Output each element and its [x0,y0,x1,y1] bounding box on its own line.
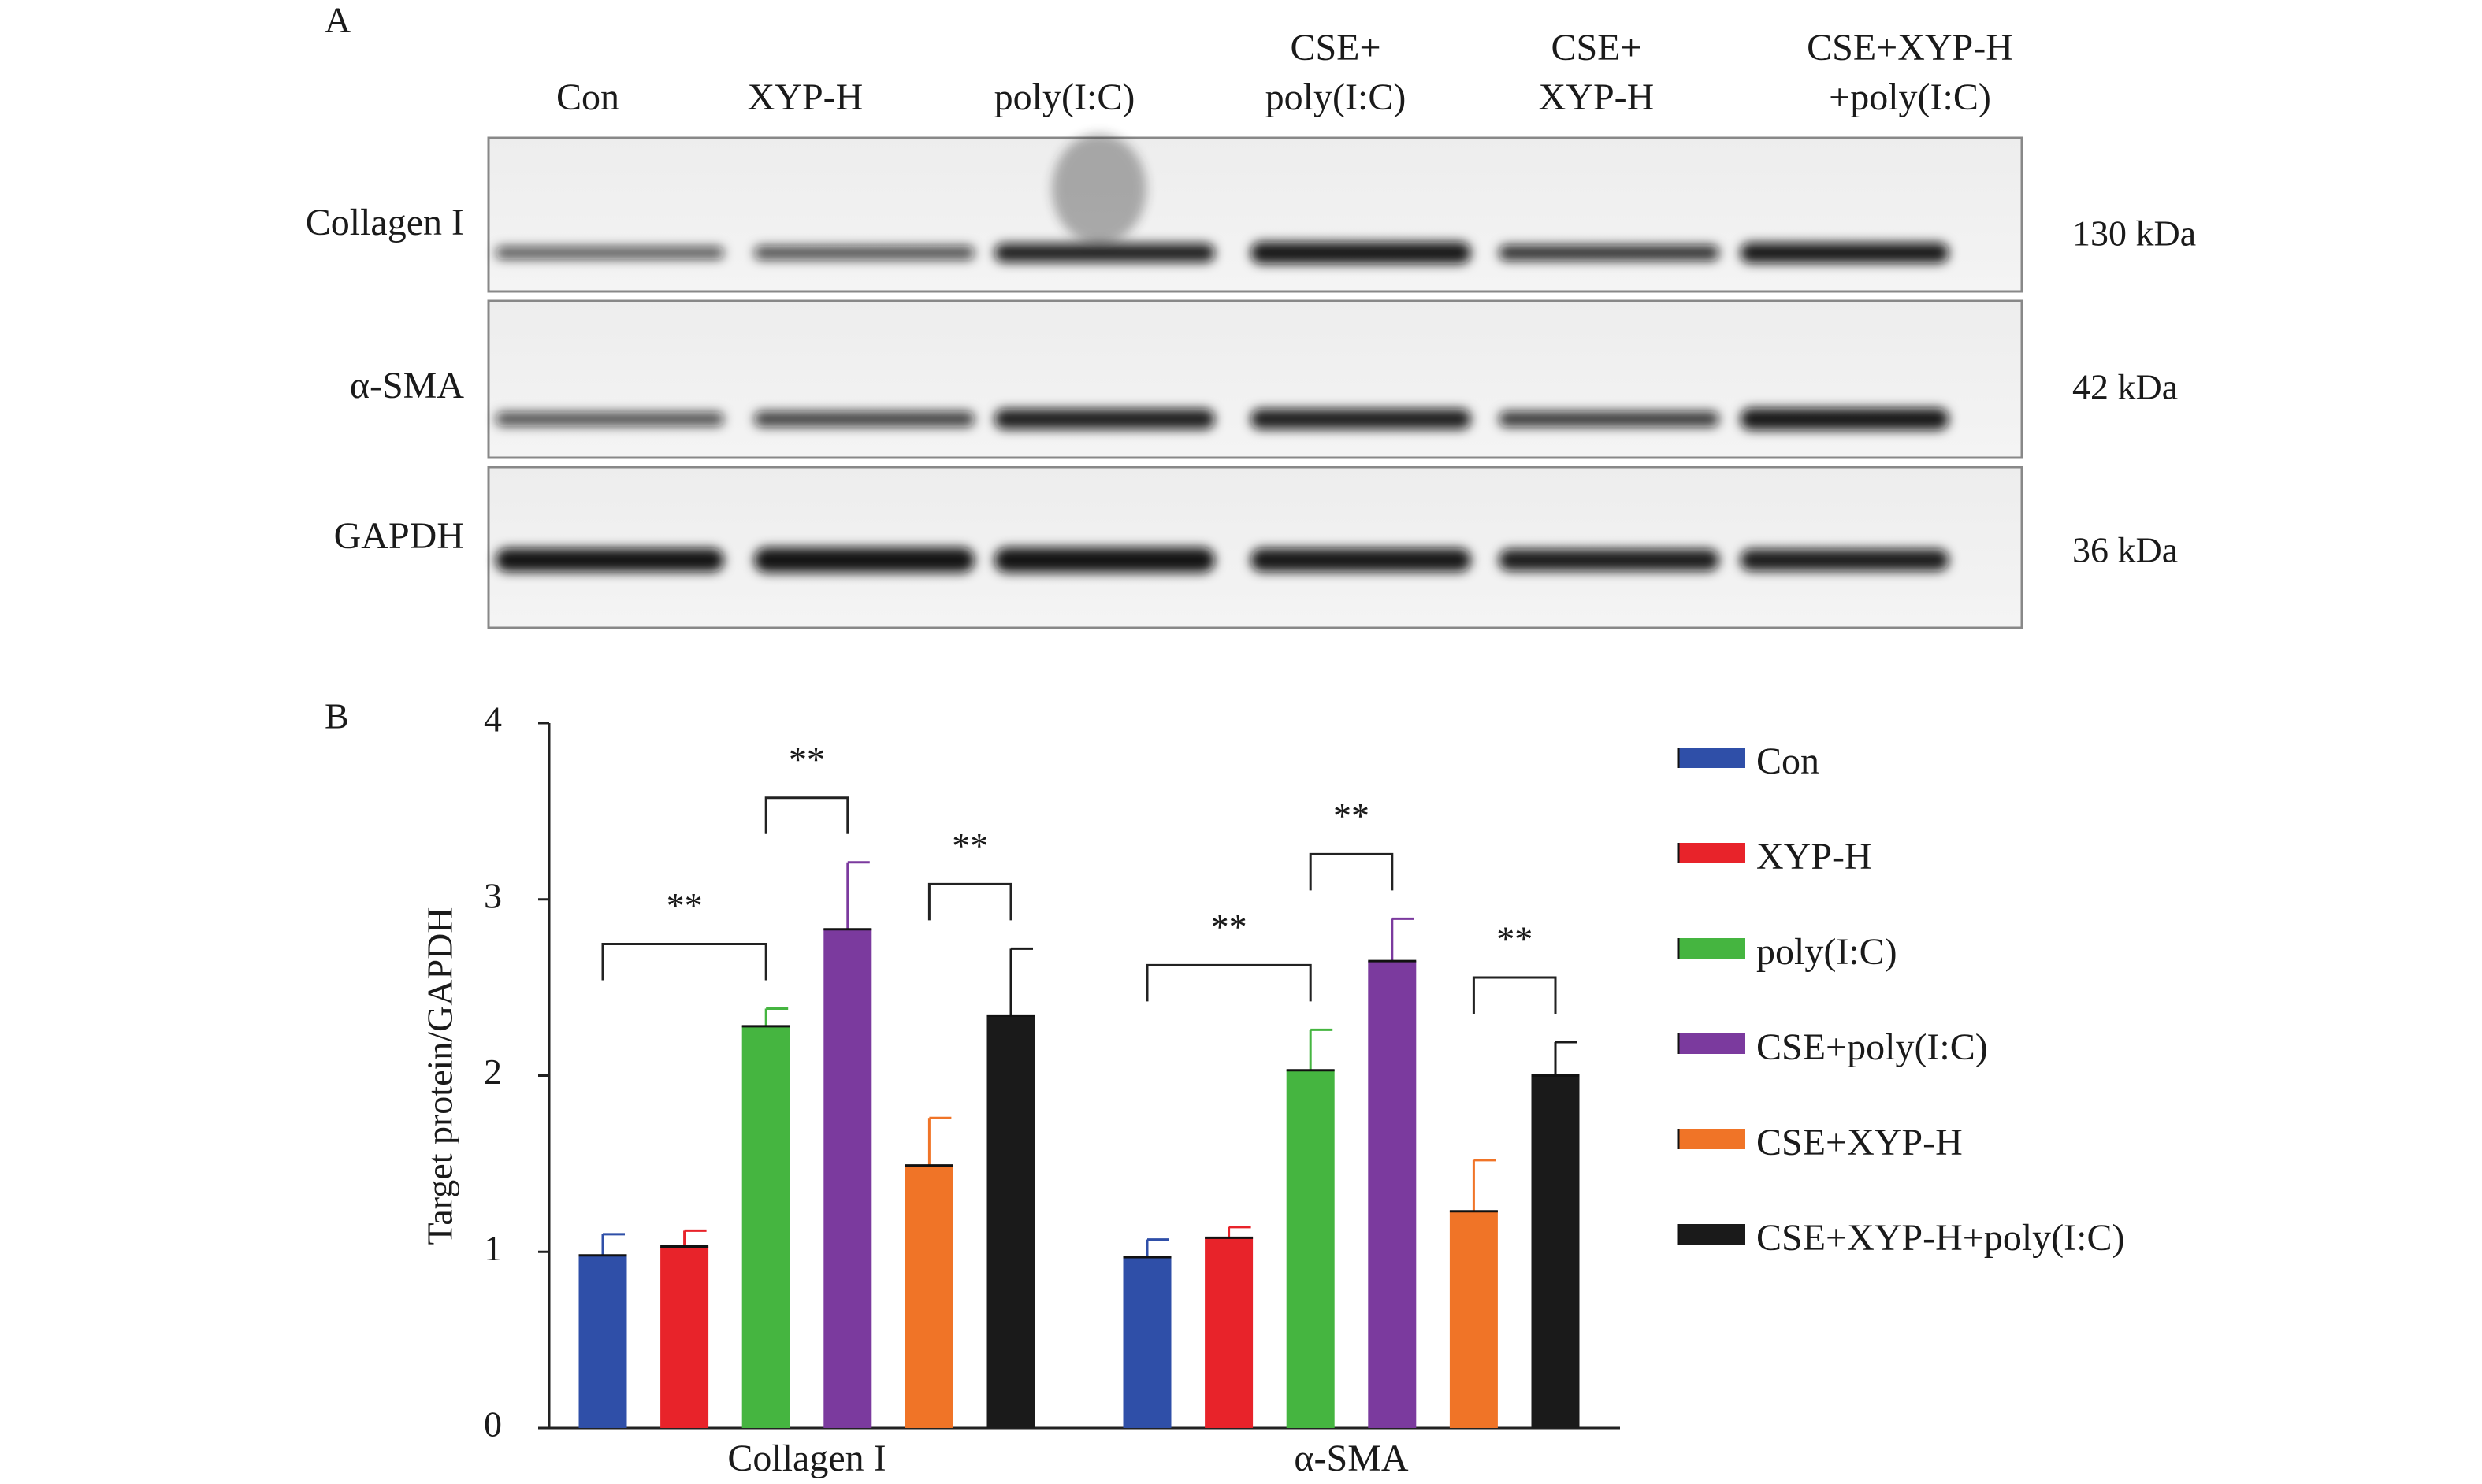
blot-panel [487,466,2023,629]
blot-band [1250,242,1471,264]
y-axis-title: Target protein/GAPDH [420,907,460,1245]
blot-band [1740,408,1949,430]
legend-label: CSE+XYP-H+poly(I:C) [1756,1217,2124,1259]
blot-band [1740,549,1949,571]
panel-label: B [325,696,349,736]
blot-band [1250,548,1471,572]
blot-band [1499,245,1719,261]
row-label: Collagen I [306,202,464,243]
blot-band [994,547,1215,573]
legend-swatch [1678,938,1745,959]
significance-bracket [1146,963,1312,1002]
legend-label: CSE+XYP-H [1756,1122,1963,1163]
band-group [496,547,1949,573]
y-tick-label: 1 [484,1228,502,1268]
lane-label: +poly(I:C) [1829,76,1991,118]
blot-band [754,411,975,427]
blot-panel [487,136,2023,293]
significance-label: ** [1496,919,1533,959]
panel-label: A [325,0,351,40]
significance-label: ** [789,739,825,779]
legend-swatch [1678,1224,1745,1245]
significance-bracket [601,942,767,981]
significance-bracket [927,882,1012,921]
lane-label: poly(I:C) [994,76,1135,118]
blot-band [754,246,975,260]
significance-label: ** [1211,907,1247,947]
blot-band [754,547,975,573]
blot-band [1499,549,1719,571]
blot-band [1499,411,1719,427]
bar [1531,1075,1580,1428]
lane-label: CSE+XYP-H [1807,27,2013,69]
molecular-weight: 42 kDa [2072,367,2178,407]
blot-band [1740,243,1949,263]
lane-label: CSE+ [1551,27,1641,69]
x-tick-label: Collagen I [727,1438,886,1479]
band-group [496,242,1949,264]
bar [905,1165,953,1428]
legend-swatch [1678,1129,1745,1149]
bar [986,1015,1035,1428]
molecular-weight: 130 kDa [2072,213,2196,254]
y-tick-label: 2 [484,1052,502,1092]
legend-label: CSE+poly(I:C) [1756,1026,1988,1068]
y-tick-label: 3 [484,875,502,915]
bar [1368,961,1417,1428]
significance-label: ** [1333,796,1369,836]
significance-bracket [1309,852,1394,891]
legend-swatch [1678,1033,1745,1054]
lane-label: XYP-H [1539,76,1655,118]
blot-panel [487,299,2023,459]
blot-smear [1052,134,1146,244]
lane-label: XYP-H [748,76,864,118]
y-tick-label: 4 [484,699,502,740]
legend-label: XYP-H [1756,836,1872,877]
lane-label: Con [556,76,619,118]
molecular-weight: 36 kDa [2072,530,2178,570]
lane-label: poly(I:C) [1265,76,1406,118]
significance-label: ** [667,885,703,926]
band-group [496,408,1949,430]
legend-label: Con [1756,740,1819,782]
blot-band [994,409,1215,429]
bar [1205,1237,1254,1428]
lane-label: CSE+ [1290,27,1380,69]
bar [578,1255,627,1428]
legend-swatch [1678,748,1745,768]
blot-band [496,247,724,259]
bar [1449,1211,1498,1428]
legend-label: poly(I:C) [1756,931,1897,973]
row-label: α-SMA [350,365,465,406]
blot-band [496,412,724,426]
y-tick-label: 0 [484,1404,502,1445]
blot-band [496,548,724,572]
row-label: GAPDH [334,515,464,557]
bar [1286,1070,1335,1428]
significance-bracket [1472,976,1557,1014]
significance-label: ** [952,825,988,866]
blot-band [1250,409,1471,429]
blot-band [994,243,1215,262]
x-tick-label: α-SMA [1294,1438,1409,1479]
bar [660,1246,709,1428]
bar [741,1026,790,1428]
bar [1123,1256,1172,1428]
significance-bracket [764,796,849,834]
bar [823,929,872,1428]
legend-swatch [1678,843,1745,863]
